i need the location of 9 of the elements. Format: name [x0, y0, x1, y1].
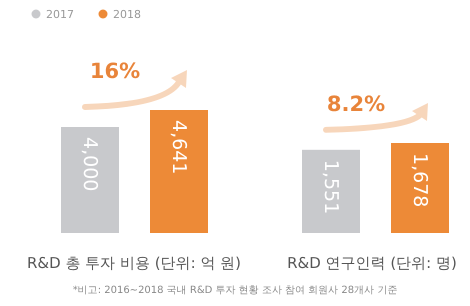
x-axis-title: R&D 총 투자 비용 (단위: 억 원): [26, 254, 242, 272]
text: 16%: [90, 59, 140, 83]
legend-label: 2018: [113, 8, 141, 21]
legend-label: 2017: [46, 8, 74, 21]
data-label: 4,641: [168, 120, 190, 174]
text: 8.2%: [326, 92, 386, 116]
x-axis-title: R&D 연구인력 (단위: 명): [287, 254, 457, 272]
text: *비고: 2016~2018 국내 R&D 투자 현황 조사 참여 회원사 28개사 기준: [72, 285, 398, 296]
data-label: 1,678: [409, 153, 431, 208]
